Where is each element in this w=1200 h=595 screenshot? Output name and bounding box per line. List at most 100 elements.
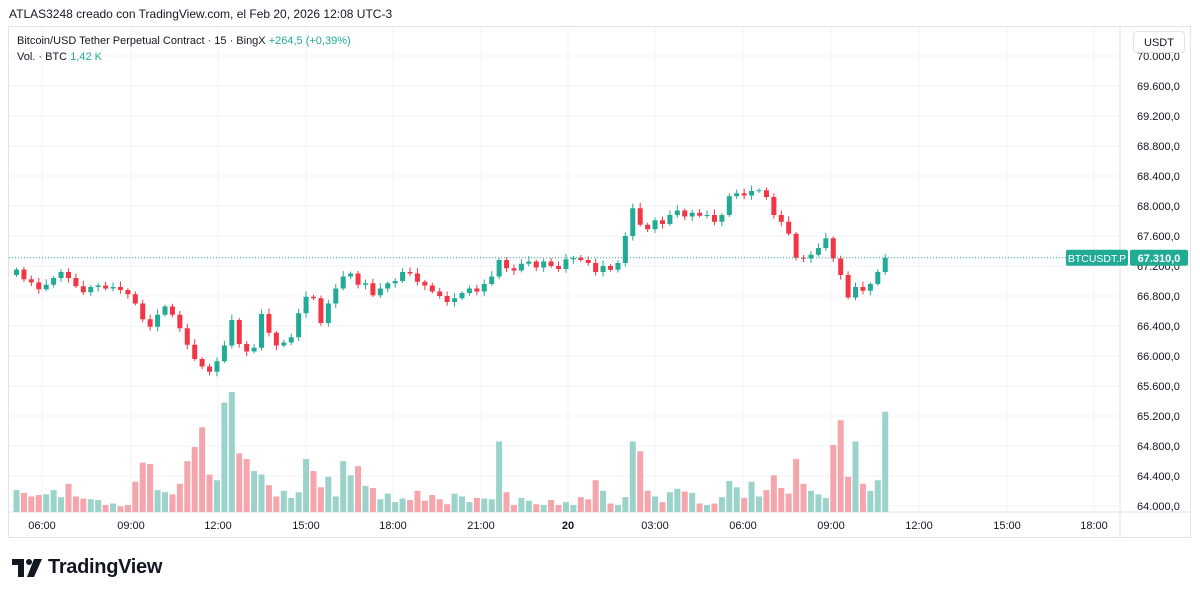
volume-bar: [20, 492, 27, 512]
candle-body: [667, 215, 673, 224]
candle-body: [570, 257, 576, 260]
candle-body: [630, 208, 636, 236]
volume-bar: [488, 499, 495, 512]
candle-body: [504, 260, 510, 269]
volume-bar: [399, 498, 406, 512]
candle-body: [221, 345, 227, 362]
time-tick-label: 12:00: [905, 520, 933, 532]
volume-bar: [236, 453, 243, 512]
price-tag-text: 67.310,0: [1138, 253, 1181, 265]
tradingview-logo-icon: [12, 558, 42, 577]
time-tick-label: 20: [562, 520, 574, 532]
price-axis-labels: 64.000,0 64.400,0 64.800,0 65.200,0 65.600,0…: [1137, 51, 1180, 513]
volume-bar: [696, 503, 703, 512]
candle-body: [14, 269, 19, 275]
volume-value: 1,42 K: [70, 51, 102, 63]
price-tick-label: 68.400,0: [1137, 171, 1180, 183]
price-tick-label: 64.800,0: [1137, 441, 1180, 453]
candle-body: [80, 286, 86, 293]
time-tick-label: 12:00: [204, 520, 232, 532]
volume-bar: [288, 497, 295, 512]
volume-bar: [355, 466, 362, 512]
candle-body: [645, 224, 651, 230]
volume-bar: [622, 497, 629, 512]
volume-bar: [407, 500, 414, 512]
volume-bar: [392, 502, 399, 512]
volume-bar: [459, 496, 465, 512]
volume-bar: [28, 496, 35, 512]
candle-body: [838, 258, 844, 275]
candle-body: [251, 347, 257, 352]
symbol-title[interactable]: Bitcoin/USD Tether Perpetual Contract · …: [17, 35, 266, 47]
candle-body: [407, 272, 413, 274]
candle-body: [749, 191, 755, 196]
volume-bar: [444, 504, 451, 512]
currency-button[interactable]: USDT: [1133, 31, 1185, 53]
volume-label[interactable]: Vol. · BTC: [17, 51, 68, 63]
candle-body: [860, 287, 866, 291]
candle-body: [65, 272, 71, 278]
candlesticks: [14, 185, 888, 377]
candle-body: [771, 197, 777, 215]
candle-body: [117, 287, 123, 290]
candle-body: [140, 303, 146, 320]
candle-body: [882, 257, 888, 272]
candle-body: [392, 281, 398, 284]
candle-body: [429, 285, 435, 292]
volume-bar: [184, 461, 191, 512]
candle-body: [622, 236, 628, 263]
volume-bar: [548, 500, 555, 512]
candle-body: [355, 273, 361, 285]
time-tick-label: 21:00: [467, 520, 495, 532]
volume-bar: [58, 497, 65, 512]
volume-bar: [600, 490, 607, 512]
candle-body: [466, 288, 472, 293]
volume-bar: [525, 500, 532, 512]
volume-bar: [570, 504, 577, 512]
volume-bar: [147, 464, 154, 512]
price-tick-label: 68.800,0: [1137, 141, 1180, 153]
time-tick-label: 15:00: [292, 520, 320, 532]
candle-body: [340, 276, 346, 289]
candle-body: [288, 337, 294, 343]
price-tick-label: 66.400,0: [1137, 321, 1180, 333]
tradingview-logo[interactable]: TradingView: [12, 556, 162, 579]
volume-bar: [540, 504, 547, 512]
candle-body: [73, 278, 79, 287]
time-tick-label: 18:00: [379, 520, 407, 532]
volume-bar: [199, 427, 206, 512]
volume-bar: [770, 475, 777, 512]
candle-body: [177, 314, 183, 329]
volume-bar: [384, 493, 391, 512]
candle-body: [786, 221, 792, 234]
candle-body: [43, 284, 49, 290]
time-tick-label: 03:00: [641, 520, 669, 532]
volume-bar: [369, 488, 376, 512]
volume-bar: [65, 483, 72, 512]
volume-bar: [295, 492, 302, 512]
chart-legend: Bitcoin/USD Tether Perpetual Contract · …: [17, 33, 351, 65]
volume-bar: [221, 402, 228, 512]
candle-body: [637, 208, 643, 225]
volume-bar: [436, 499, 443, 512]
candle-body: [444, 296, 450, 302]
volume-bar: [87, 499, 94, 512]
candle-body: [659, 220, 665, 224]
volume-bar: [837, 420, 844, 512]
candle-body: [793, 233, 799, 258]
volume-bar: [213, 480, 220, 512]
volume-bar: [793, 459, 800, 512]
volume-bar: [273, 496, 280, 512]
candle-body: [88, 287, 94, 293]
price-tick-label: 66.800,0: [1137, 291, 1180, 303]
candle-body: [481, 284, 487, 292]
chart-frame[interactable]: [8, 26, 1191, 538]
candle-body: [422, 281, 428, 286]
time-tick-label: 15:00: [993, 520, 1021, 532]
volume-bar: [555, 504, 562, 512]
candle-body: [110, 287, 116, 289]
candle-body: [377, 288, 383, 296]
volume-bar: [191, 447, 198, 512]
candle-body: [875, 272, 881, 284]
